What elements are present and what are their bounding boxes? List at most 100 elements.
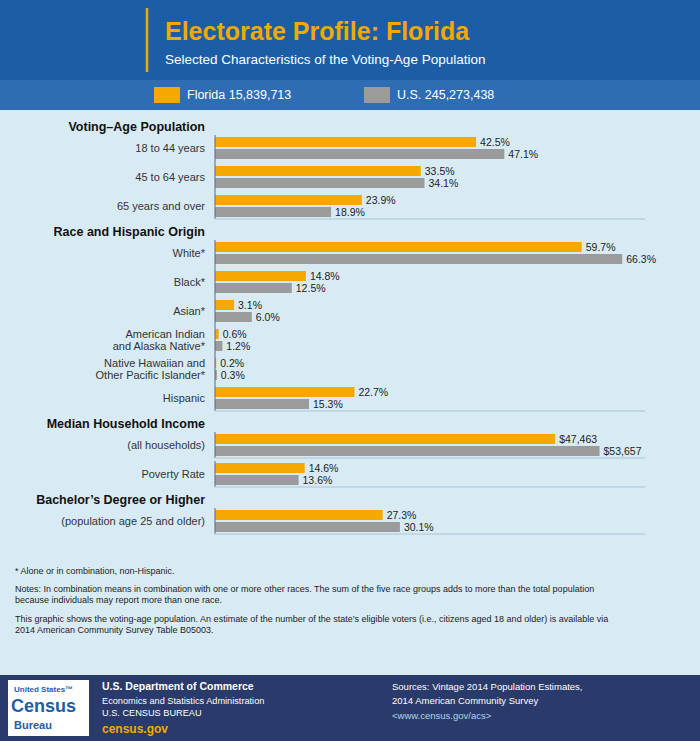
data-label: 22.7% <box>358 386 388 398</box>
data-label: 0.2% <box>220 357 244 369</box>
data-label: 33.5% <box>425 165 455 177</box>
axis-line <box>215 508 216 534</box>
section-title: Race and Hispanic Origin <box>54 225 205 239</box>
section-title: Bachelor’s Degree or Higher <box>36 493 205 507</box>
category-label-line: and Alaska Native* <box>113 340 206 352</box>
axis-line <box>215 240 216 411</box>
bar <box>215 300 234 310</box>
labels: 14.6%13.6% Poverty Rate <box>141 462 338 486</box>
data-label: 15.3% <box>313 398 343 410</box>
category-label-line: (population age 25 and older) <box>61 515 205 527</box>
category-label-line: 18 to 44 years <box>135 142 205 154</box>
data-label: $53,657 <box>604 445 642 457</box>
category-label: Hispanic <box>163 392 206 404</box>
category-label-line: American Indian <box>126 328 206 340</box>
bar <box>215 387 354 397</box>
footnote: This graphic shows the voting-age popula… <box>15 614 608 635</box>
bar <box>215 242 582 252</box>
footnote-line: 2014 American Community Survey Table B05… <box>15 625 213 635</box>
axis-line <box>215 461 216 487</box>
bars <box>215 242 622 409</box>
category-label: 65 years and over <box>117 200 205 212</box>
footnote-line: * Alone or in combination, non-Hispanic. <box>15 566 175 576</box>
data-label: 1.2% <box>226 340 250 352</box>
section-title: Voting–Age Population <box>68 120 205 134</box>
bar <box>215 522 400 532</box>
data-label: 23.9% <box>366 194 396 206</box>
category-label-line: Poverty Rate <box>141 468 205 480</box>
category-label: 45 to 64 years <box>135 171 205 183</box>
legend-label: Florida 15,839,713 <box>187 88 291 102</box>
category-label-line: Other Pacific Islander* <box>96 369 206 381</box>
subtitle: Selected Characteristics of the Voting-A… <box>165 52 485 67</box>
category-label-line: White* <box>173 247 206 259</box>
bar <box>215 166 421 176</box>
bar <box>215 149 504 159</box>
footer-text: Census <box>11 696 76 716</box>
data-label: 12.5% <box>296 282 326 294</box>
data-label: 13.6% <box>303 474 333 486</box>
footer-text: 2014 American Community Survey <box>392 695 539 706</box>
footer-text: Bureau <box>14 719 52 731</box>
bar <box>215 312 252 322</box>
footnote-line: This graphic shows the voting-age popula… <box>15 614 608 624</box>
footer-text: <www.census.gov/acs> <box>392 710 492 721</box>
category-label: 18 to 44 years <box>135 142 205 154</box>
category-label: (all households) <box>127 439 205 451</box>
axis-line <box>215 135 216 219</box>
data-label: 3.1% <box>238 299 262 311</box>
legend-swatch <box>154 87 180 103</box>
bar <box>215 271 306 281</box>
data-label: 18.9% <box>335 206 365 218</box>
bar <box>215 283 292 293</box>
data-label: 47.1% <box>508 148 538 160</box>
title: Electorate Profile: Florida <box>165 17 470 45</box>
footnote-line: Notes: In combination means in combinati… <box>15 584 594 594</box>
category-label: (population age 25 and older) <box>61 515 205 527</box>
footer-text: census.gov <box>102 722 168 736</box>
footer-background <box>0 675 700 741</box>
data-label: 6.0% <box>256 311 280 323</box>
bar <box>215 434 555 444</box>
data-label: $47,463 <box>559 433 597 445</box>
legend-swatch <box>364 87 390 103</box>
bar <box>215 475 299 485</box>
category-label: Asian* <box>173 305 206 317</box>
footnote: Notes: In combination means in combinati… <box>15 584 594 605</box>
bar <box>215 399 309 409</box>
section-title: Median Household Income <box>47 417 205 431</box>
labels: 42.5%47.1%18 to 44 years33.5%34.1%45 to … <box>117 136 538 218</box>
data-label: 14.6% <box>309 462 339 474</box>
footer-text: Economics and Statistics Administration <box>102 696 264 706</box>
axis-line <box>215 219 645 220</box>
bar <box>215 510 383 520</box>
category-label-line: Asian* <box>173 305 206 317</box>
data-label: 0.6% <box>223 328 247 340</box>
bars <box>215 463 305 485</box>
bars <box>215 510 400 532</box>
bar <box>215 195 362 205</box>
bar <box>215 446 600 456</box>
footer-text: United States™ <box>14 685 73 694</box>
category-label-line: Hispanic <box>163 392 206 404</box>
category-label: Poverty Rate <box>141 468 205 480</box>
data-label: 0.3% <box>221 369 245 381</box>
page: Electorate Profile: Florida Selected Char… <box>0 0 700 741</box>
data-label: 27.3% <box>387 509 417 521</box>
page-background <box>0 0 700 741</box>
bar <box>215 463 305 473</box>
labels: 59.7%66.3%White*14.8%12.5%Black*3.1%6.0%… <box>96 241 656 410</box>
category-label-line: Native Hawaiian and <box>104 357 205 369</box>
footnote-line: because individuals may report more than… <box>15 595 222 605</box>
header-background <box>0 0 700 80</box>
labels: 27.3%30.1% (population age 25 and older) <box>61 509 433 533</box>
axis-line <box>215 458 645 459</box>
axis-line <box>215 487 645 488</box>
labels: $47,463 $53,657 (all households) <box>127 433 641 457</box>
data-label: 14.8% <box>310 270 340 282</box>
category-label-line: 65 years and over <box>117 200 205 212</box>
bar <box>215 207 331 217</box>
category-label: Native Hawaiian andOther Pacific Islande… <box>96 357 206 381</box>
data-label: 42.5% <box>480 136 510 148</box>
data-label: 30.1% <box>404 521 434 533</box>
